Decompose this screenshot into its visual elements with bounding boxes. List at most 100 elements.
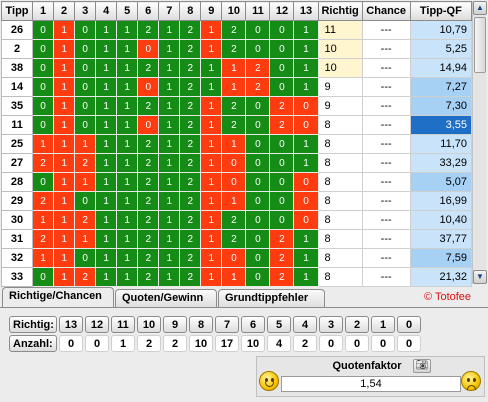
tipp-cell[interactable]: 0 <box>32 172 55 192</box>
column-header[interactable]: Richtig <box>317 1 363 21</box>
tipp-cell[interactable]: 0 <box>74 58 97 78</box>
tipp-cell[interactable]: 1 <box>53 191 76 211</box>
tipp-cell[interactable]: 0 <box>32 96 55 116</box>
tipp-cell[interactable]: 1 <box>53 153 76 173</box>
column-header[interactable]: Chance <box>361 1 411 21</box>
tipp-cell[interactable]: 2 <box>245 77 271 97</box>
tipp-cell[interactable]: 1 <box>200 134 223 154</box>
tipp-cell[interactable]: 2 <box>179 20 202 40</box>
tipp-row[interactable]: 28 0 1 1 1 1 2 1 2 1 0 0 0 0 8 --- 5,07 <box>0 172 473 192</box>
tipp-cell[interactable]: 1 <box>95 248 118 268</box>
tipp-cell[interactable]: 0 <box>32 58 55 78</box>
tipp-cell[interactable]: 0 <box>74 115 97 135</box>
tipp-cell[interactable]: 0 <box>74 39 97 59</box>
tipp-cell[interactable]: 2 <box>137 20 160 40</box>
column-header[interactable]: 12 <box>269 1 295 21</box>
tipp-cell[interactable]: 2 <box>179 115 202 135</box>
scroll-down-button[interactable]: ▼ <box>473 270 487 284</box>
tipp-cell[interactable]: 2 <box>74 267 97 287</box>
tipp-cell[interactable]: 1 <box>53 229 76 249</box>
tipp-cell[interactable]: 2 <box>179 229 202 249</box>
tipp-cell[interactable]: 0 <box>137 39 160 59</box>
tipp-cell[interactable]: 1 <box>116 20 139 40</box>
tipp-cell[interactable]: 1 <box>53 20 76 40</box>
scroll-up-button[interactable]: ▲ <box>473 1 487 15</box>
tipp-cell[interactable]: 2 <box>221 115 247 135</box>
tipp-cell[interactable]: 1 <box>116 248 139 268</box>
tipp-cell[interactable]: 1 <box>221 267 247 287</box>
tipp-cell[interactable]: 2 <box>137 191 160 211</box>
tipp-cell[interactable]: 1 <box>95 134 118 154</box>
tipp-cell[interactable]: 2 <box>221 39 247 59</box>
tipp-cell[interactable]: 1 <box>200 77 223 97</box>
column-header[interactable]: 4 <box>95 1 118 21</box>
tipp-cell[interactable]: 2 <box>137 229 160 249</box>
tipp-cell[interactable]: 0 <box>269 210 295 230</box>
tipp-cell[interactable]: 0 <box>245 172 271 192</box>
column-header[interactable]: 8 <box>179 1 202 21</box>
tipp-cell[interactable]: 0 <box>245 96 271 116</box>
tipp-cell[interactable]: 2 <box>221 20 247 40</box>
tipp-cell[interactable]: 1 <box>158 115 181 135</box>
tipp-cell[interactable]: 1 <box>95 191 118 211</box>
tipp-row[interactable]: 35 0 1 0 1 1 2 1 2 1 2 0 2 0 9 --- 7,30 <box>0 96 473 116</box>
tipp-cell[interactable]: 1 <box>200 248 223 268</box>
tipp-cell[interactable]: 2 <box>179 267 202 287</box>
tipp-cell[interactable]: 2 <box>137 134 160 154</box>
tab-grundtippfehler[interactable]: Grundtippfehler <box>218 289 325 307</box>
tipp-cell[interactable]: 0 <box>74 77 97 97</box>
tipp-cell[interactable]: 0 <box>269 134 295 154</box>
tipp-cell[interactable]: 0 <box>221 172 247 192</box>
tipp-cell[interactable]: 0 <box>269 191 295 211</box>
tab-richtige-chancen[interactable]: Richtige/Chancen <box>2 287 114 307</box>
tipp-cell[interactable]: 1 <box>200 58 223 78</box>
tipp-cell[interactable]: 1 <box>158 210 181 230</box>
tipp-cell[interactable]: 1 <box>200 20 223 40</box>
tipp-cell[interactable]: 1 <box>200 96 223 116</box>
tipp-cell[interactable]: 1 <box>116 134 139 154</box>
column-header[interactable]: Tipp <box>0 1 34 21</box>
tipp-cell[interactable]: 2 <box>179 96 202 116</box>
tipp-cell[interactable]: 1 <box>116 191 139 211</box>
tipp-cell[interactable]: 1 <box>293 39 319 59</box>
tipp-cell[interactable]: 1 <box>200 191 223 211</box>
tipp-cell[interactable]: 1 <box>95 172 118 192</box>
column-header[interactable]: 5 <box>116 1 139 21</box>
tipp-cell[interactable]: 1 <box>53 210 76 230</box>
tipp-cell[interactable]: 2 <box>269 248 295 268</box>
tipp-cell[interactable]: 1 <box>53 96 76 116</box>
tipp-cell[interactable]: 1 <box>221 191 247 211</box>
tipp-cell[interactable]: 0 <box>269 39 295 59</box>
tipp-row[interactable]: 11 0 1 0 1 1 0 1 2 1 2 0 2 0 8 --- 3,55 <box>0 115 473 135</box>
tipp-cell[interactable]: 1 <box>95 20 118 40</box>
tipp-cell[interactable]: 1 <box>200 39 223 59</box>
tipp-cell[interactable]: 0 <box>32 267 55 287</box>
tipp-cell[interactable]: 2 <box>269 267 295 287</box>
tipp-cell[interactable]: 1 <box>53 248 76 268</box>
tipp-cell[interactable]: 1 <box>158 39 181 59</box>
tipp-row[interactable]: 14 0 1 0 1 1 0 1 2 1 1 2 0 1 9 --- 7,27 <box>0 77 473 97</box>
tipp-cell[interactable]: 1 <box>221 77 247 97</box>
tipp-cell[interactable]: 1 <box>200 153 223 173</box>
tipp-cell[interactable]: 1 <box>53 267 76 287</box>
tipp-cell[interactable]: 0 <box>245 191 271 211</box>
tipp-cell[interactable]: 0 <box>32 115 55 135</box>
tipp-row[interactable]: 27 2 1 2 1 1 2 1 2 1 0 0 0 1 8 --- 33,29 <box>0 153 473 173</box>
tipp-cell[interactable]: 2 <box>137 153 160 173</box>
tipp-cell[interactable]: 2 <box>179 39 202 59</box>
tipp-cell[interactable]: 2 <box>269 229 295 249</box>
tipp-row[interactable]: 33 0 1 2 1 1 2 1 2 1 1 0 2 1 8 --- 21,32 <box>0 267 473 287</box>
tipp-cell[interactable]: 1 <box>293 20 319 40</box>
tipp-cell[interactable]: 1 <box>221 58 247 78</box>
tipp-cell[interactable]: 0 <box>32 77 55 97</box>
tipp-cell[interactable]: 1 <box>221 134 247 154</box>
tipp-cell[interactable]: 1 <box>293 267 319 287</box>
tipp-cell[interactable]: 2 <box>137 172 160 192</box>
tipp-cell[interactable]: 1 <box>158 248 181 268</box>
tipp-cell[interactable]: 1 <box>95 77 118 97</box>
tipp-cell[interactable]: 0 <box>269 172 295 192</box>
tipp-cell[interactable]: 1 <box>158 153 181 173</box>
tipp-cell[interactable]: 0 <box>245 229 271 249</box>
column-header[interactable]: 13 <box>293 1 319 21</box>
tipp-cell[interactable]: 1 <box>116 210 139 230</box>
